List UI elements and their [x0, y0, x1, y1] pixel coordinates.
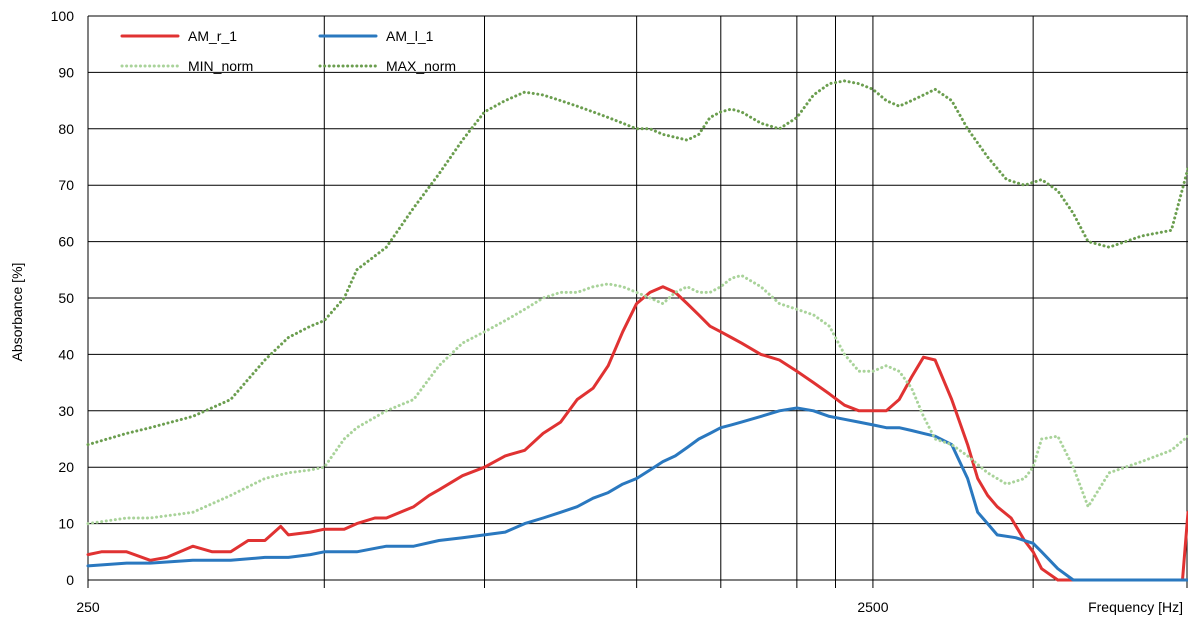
legend-label: MIN_norm — [188, 58, 253, 74]
y-tick-label: 90 — [58, 64, 74, 80]
legend-label: AM_r_1 — [188, 28, 237, 44]
series-line-max-norm — [86, 79, 1188, 447]
y-tick-label: 80 — [58, 121, 74, 137]
series-line-am-r-1 — [86, 285, 1188, 582]
series-line-min-norm — [86, 273, 1188, 526]
y-tick-label: 100 — [51, 8, 75, 24]
x-tick-label: 2500 — [857, 599, 888, 615]
x-axis-label: Frequency [Hz] — [1088, 599, 1183, 615]
x-tick-label: 250 — [76, 599, 100, 615]
y-tick-label: 70 — [58, 177, 74, 193]
axes: Absorbance [%] Frequency [Hz] 0 10 20 30 40 5… — [9, 8, 1183, 615]
y-tick-label: 50 — [58, 290, 74, 306]
legend: AM_r_1 AM_l_1 MIN_norm MAX_norm — [120, 28, 456, 74]
y-tick-label: 60 — [58, 234, 74, 250]
y-tick-label: 20 — [58, 459, 74, 475]
y-tick-label: 30 — [58, 403, 74, 419]
y-axis-label: Absorbance [%] — [9, 263, 25, 362]
legend-label: MAX_norm — [386, 58, 456, 74]
legend-label: AM_l_1 — [386, 28, 434, 44]
series-layer — [86, 79, 1188, 582]
grid — [87, 15, 1188, 588]
y-tick-label: 0 — [66, 572, 74, 588]
y-tick-label: 10 — [58, 516, 74, 532]
y-tick-label: 40 — [58, 346, 74, 362]
series-line-am-l-1 — [86, 406, 1188, 582]
